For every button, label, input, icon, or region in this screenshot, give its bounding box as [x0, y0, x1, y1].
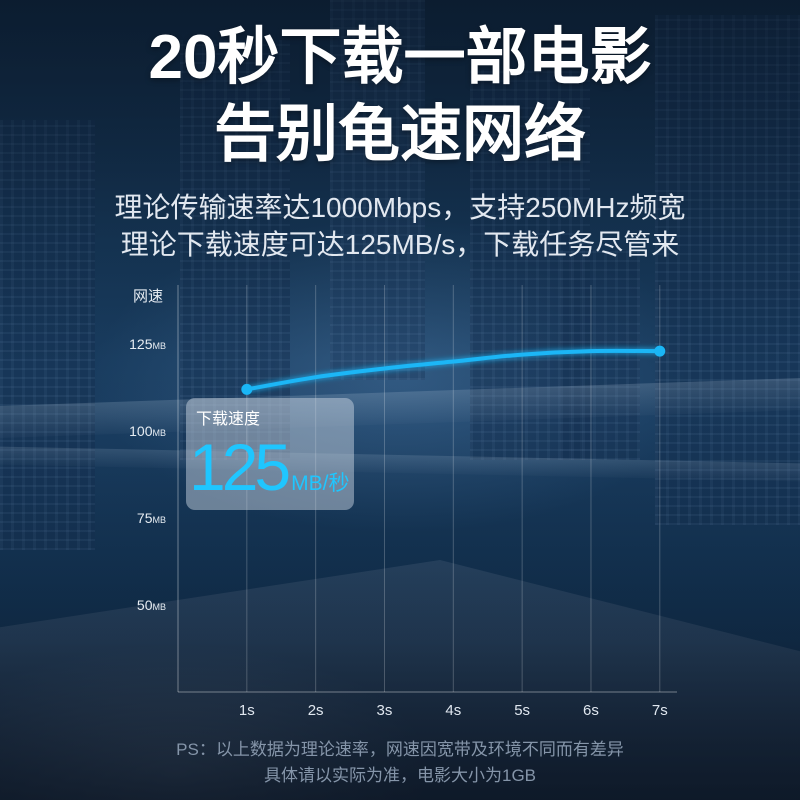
- subheadline-line-2: 理论下载速度可达125MB/s，下载任务尽管来: [120, 229, 680, 260]
- speed-value: 125: [189, 430, 291, 504]
- footnote-line-1: PS：以上数据为理论速率，网速因宽带及环境不同而有差异: [176, 740, 624, 759]
- footnote-line-2: 具体请以实际为准，电影大小为1GB: [263, 766, 537, 785]
- speed-info-box: 下载速度 125 MB/秒: [186, 398, 354, 510]
- headline-line-2: 告别龟速网络: [213, 100, 586, 169]
- speed-unit: MB/秒: [291, 472, 350, 495]
- headline-line-1: 20秒下载一部电影: [148, 23, 652, 92]
- subheadline-line-1: 理论传输速率达1000Mbps，支持250MHz频宽: [114, 192, 686, 223]
- speed-box-label: 下载速度: [196, 411, 261, 428]
- speed-readout: 125 MB/秒: [189, 434, 349, 500]
